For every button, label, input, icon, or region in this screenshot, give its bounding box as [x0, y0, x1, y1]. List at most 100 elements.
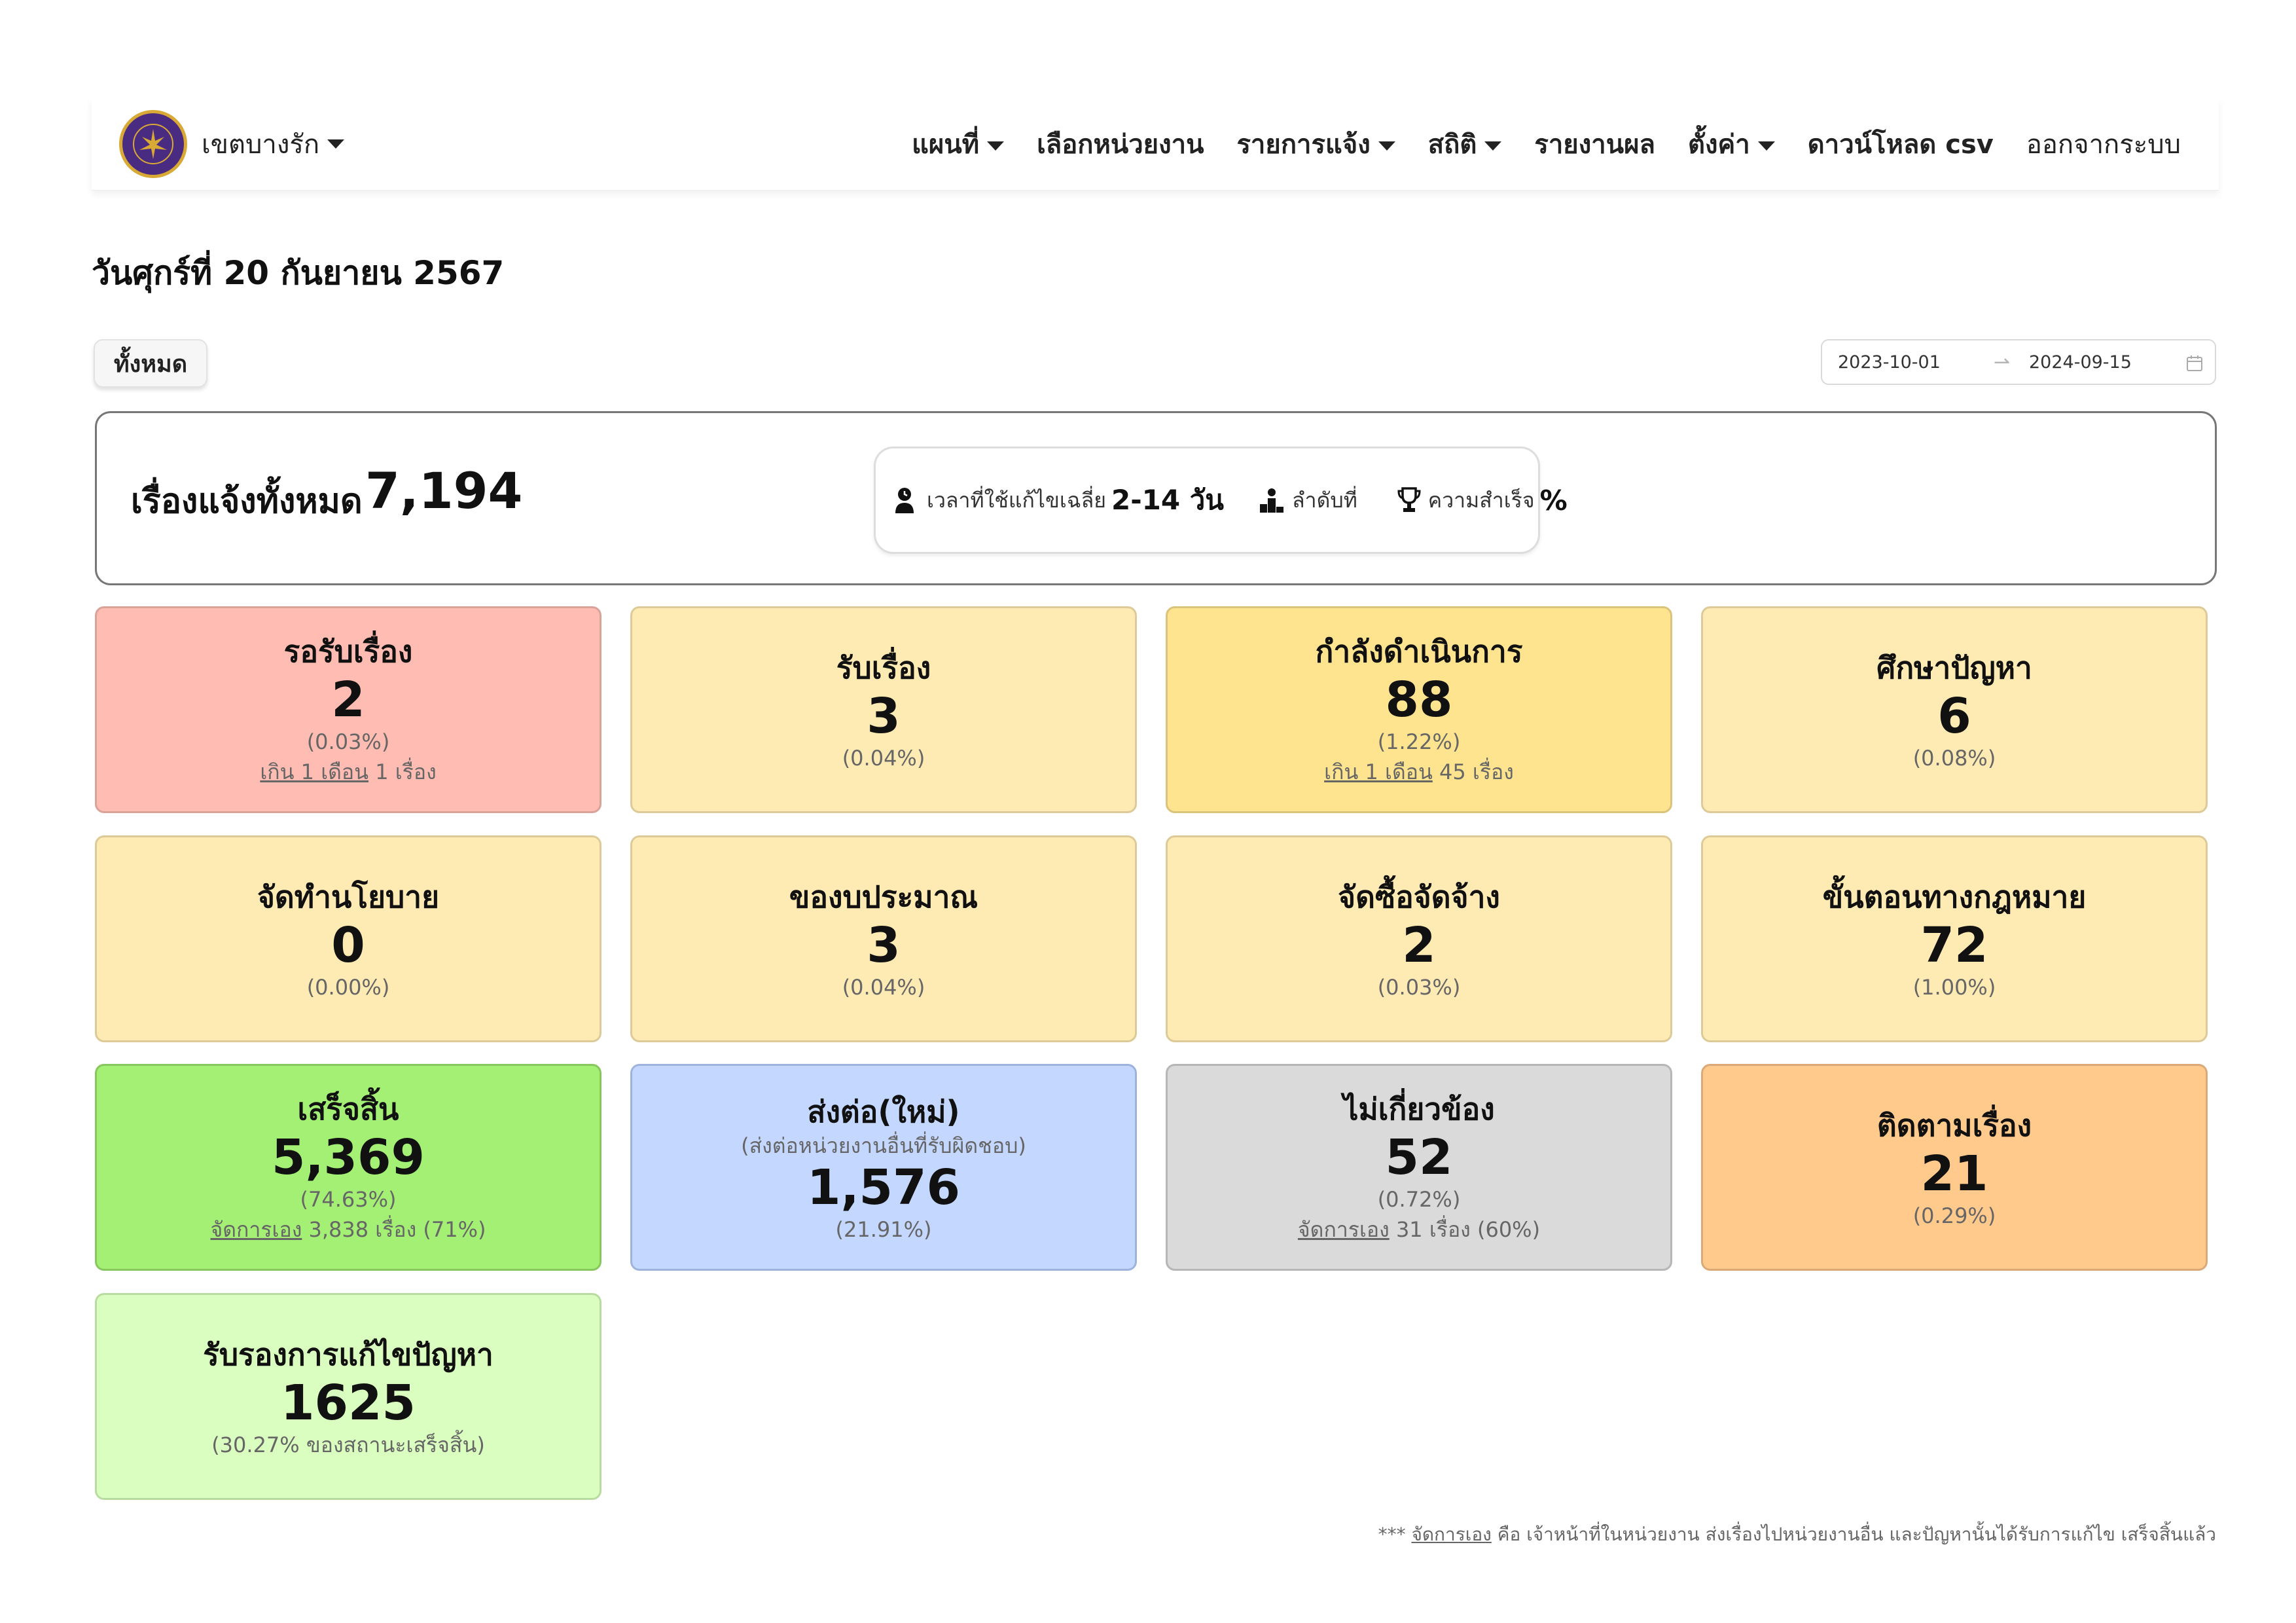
card-extra: เกิน 1 เดือน 1 เรื่อง — [260, 756, 436, 788]
overdue-link[interactable]: เกิน 1 เดือน — [1324, 759, 1433, 784]
success-value: % — [1539, 484, 1568, 517]
card-extra-text: 3,838 เรื่อง (71%) — [302, 1217, 486, 1242]
card-percent: (21.91%) — [835, 1217, 932, 1242]
nav-statistics-label: สถิติ — [1427, 130, 1477, 160]
card-waiting[interactable]: รอรับเรื่อง 2 (0.03%) เกิน 1 เดือน 1 เรื… — [95, 606, 601, 813]
nav-reports-list-label: รายการแจ้ง — [1236, 130, 1371, 160]
nav-select-unit-label: เลือกหน่วยงาน — [1037, 130, 1204, 160]
top-navbar: เขตบางรัก แผนที่ เลือกหน่วยงาน รายการแจ้… — [92, 98, 2219, 191]
card-extra: จัดการเอง 3,838 เรื่อง (71%) — [210, 1213, 486, 1246]
card-percent: (0.00%) — [306, 975, 390, 1000]
card-irrelevant[interactable]: ไม่เกี่ยวข้อง 52 (0.72%) จัดการเอง 31 เร… — [1166, 1064, 1672, 1271]
card-title: รอรับเรื่อง — [283, 634, 413, 669]
card-received[interactable]: รับเรื่อง 3 (0.04%) — [630, 606, 1137, 813]
footnote-prefix: *** — [1378, 1523, 1412, 1545]
nav-download-csv[interactable]: ดาวน์โหลด csv — [1808, 123, 1994, 165]
card-done[interactable]: เสร็จสิ้น 5,369 (74.63%) จัดการเอง 3,838… — [95, 1064, 601, 1271]
card-value: 2 — [1402, 917, 1436, 974]
footnote-link[interactable]: จัดการเอง — [1411, 1523, 1492, 1545]
nav-menu: แผนที่ เลือกหน่วยงาน รายการแจ้ง สถิติ รา… — [879, 98, 2181, 190]
card-percent: (1.00%) — [1912, 975, 1996, 1000]
card-percent: (30.27% ของสถานะเสร็จสิ้น) — [211, 1432, 485, 1457]
card-value: 0 — [331, 917, 365, 974]
card-extra-text: 1 เรื่อง — [368, 759, 437, 784]
rank-stat: ลำดับที่ — [1258, 484, 1363, 517]
card-extra: จัดการเอง 31 เรื่อง (60%) — [1298, 1213, 1540, 1246]
card-procurement[interactable]: จัดซื้อจัดจ้าง 2 (0.03%) — [1166, 835, 1672, 1042]
avg-time-label: เวลาที่ใช้แก้ไขเฉลี่ย — [927, 487, 1106, 513]
district-logo-icon — [119, 110, 187, 178]
nav-statistics[interactable]: สถิติ — [1428, 123, 1502, 165]
chevron-down-icon — [987, 141, 1005, 151]
range-start-input[interactable]: 2023-10-01 — [1838, 352, 1941, 373]
date-range-picker[interactable]: 2023-10-01 ⇀ 2024-09-15 — [1821, 339, 2216, 385]
nav-results-report-label: รายงานผล — [1534, 130, 1656, 160]
total-reports-label: เรื่องแจ้งทั้งหมด — [131, 482, 363, 521]
nav-logout-label: ออกจากระบบ — [2026, 130, 2181, 160]
range-end-input[interactable]: 2024-09-15 — [2029, 352, 2132, 373]
card-in-progress[interactable]: กำลังดำเนินการ 88 (1.22%) เกิน 1 เดือน 4… — [1166, 606, 1672, 813]
nav-logout[interactable]: ออกจากระบบ — [2026, 123, 2181, 165]
card-title: ของบประมาณ — [789, 879, 978, 915]
card-title: ส่งต่อ(ใหม่) — [807, 1094, 960, 1129]
nav-download-csv-label: ดาวน์โหลด csv — [1807, 130, 1994, 160]
card-title: ศึกษาปัญหา — [1876, 650, 2032, 685]
card-title: ไม่เกี่ยวข้อง — [1343, 1091, 1495, 1127]
card-value: 2 — [331, 672, 365, 728]
card-follow-up[interactable]: ติดตามเรื่อง 21 (0.29%) — [1701, 1064, 2208, 1271]
card-title: ขั้นตอนทางกฎหมาย — [1822, 879, 2087, 915]
nav-map[interactable]: แผนที่ — [912, 123, 1005, 165]
card-value: 1,576 — [806, 1159, 961, 1216]
card-title: กำลังดำเนินการ — [1315, 634, 1523, 669]
nav-settings[interactable]: ตั้งค่า — [1688, 123, 1775, 165]
stats-pill: เวลาที่ใช้แก้ไขเฉลี่ย 2-14 วัน ลำดับที่ — [874, 447, 1568, 554]
card-value: 88 — [1385, 672, 1453, 728]
overdue-link[interactable]: เกิน 1 เดือน — [260, 759, 369, 784]
nav-results-report[interactable]: รายงานผล — [1534, 123, 1655, 165]
card-extra-text: 45 เรื่อง — [1432, 759, 1514, 784]
card-value: 3 — [867, 917, 901, 974]
card-percent: (0.04%) — [842, 746, 925, 771]
card-value: 72 — [1920, 917, 1988, 974]
card-value: 5,369 — [271, 1129, 425, 1186]
card-budget[interactable]: ของบประมาณ 3 (0.04%) — [630, 835, 1137, 1042]
card-percent: (0.29%) — [1912, 1203, 1996, 1228]
district-name: เขตบางรัก — [202, 130, 320, 160]
chevron-down-icon — [1757, 141, 1775, 151]
self-handled-link[interactable]: จัดการเอง — [1297, 1217, 1390, 1242]
arrow-right-icon: ⇀ — [1994, 350, 2011, 374]
chevron-down-icon — [327, 139, 345, 149]
self-handled-link[interactable]: จัดการเอง — [210, 1217, 302, 1242]
card-title: จัดทำนโยบาย — [257, 879, 440, 915]
card-study[interactable]: ศึกษาปัญหา 6 (0.08%) — [1701, 606, 2208, 813]
card-acknowledged[interactable]: รับรองการแก้ไขปัญหา 1625 (30.27% ของสถาน… — [95, 1293, 601, 1500]
podium-icon — [1260, 488, 1284, 513]
card-percent: (0.08%) — [1912, 746, 1996, 771]
trophy-icon — [1397, 487, 1421, 512]
card-extra: เกิน 1 เดือน 45 เรื่อง — [1324, 756, 1514, 788]
card-policy[interactable]: จัดทำนโยบาย 0 (0.00%) — [95, 835, 601, 1042]
total-reports-value: 7,194 — [365, 462, 523, 520]
card-subtitle: (ส่งต่อหน่วยงานอื่นที่รับผิดชอบ) — [741, 1133, 1026, 1158]
card-percent: (74.63%) — [300, 1187, 397, 1212]
calendar-icon[interactable] — [2186, 355, 2203, 372]
clock-person-icon — [895, 488, 914, 513]
card-forwarded[interactable]: ส่งต่อ(ใหม่) (ส่งต่อหน่วยงานอื่นที่รับผิ… — [630, 1064, 1137, 1271]
card-title: จัดซื้อจัดจ้าง — [1338, 879, 1500, 915]
card-percent: (0.03%) — [306, 729, 390, 754]
district-selector[interactable]: เขตบางรัก — [119, 109, 345, 179]
card-legal[interactable]: ขั้นตอนทางกฎหมาย 72 (1.00%) — [1701, 835, 2208, 1042]
nav-settings-label: ตั้งค่า — [1688, 130, 1750, 160]
nav-select-unit[interactable]: เลือกหน่วยงาน — [1037, 123, 1204, 165]
footnote: *** จัดการเอง คือ เจ้าหน้าที่ในหน่วยงาน … — [1378, 1520, 2216, 1549]
page-title-date: วันศุกร์ที่ 20 กันยายน 2567 — [92, 254, 505, 292]
success-stat: ความสำเร็จ % — [1397, 484, 1568, 517]
nav-reports-list[interactable]: รายการแจ้ง — [1236, 123, 1395, 165]
success-label: ความสำเร็จ — [1427, 487, 1535, 513]
card-value: 52 — [1385, 1129, 1453, 1186]
card-percent: (0.03%) — [1377, 975, 1461, 1000]
card-percent: (1.22%) — [1377, 729, 1461, 754]
all-filter-button[interactable]: ทั้งหมด — [94, 339, 207, 388]
card-value: 21 — [1920, 1146, 1988, 1202]
rank-label: ลำดับที่ — [1292, 487, 1357, 513]
